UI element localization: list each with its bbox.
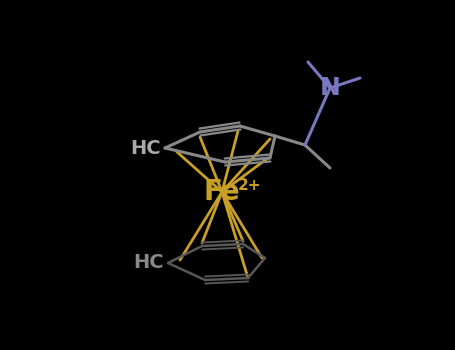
Text: HC: HC: [133, 253, 164, 273]
Text: Fe: Fe: [204, 178, 240, 206]
Text: 2+: 2+: [238, 177, 262, 192]
Text: HC: HC: [131, 139, 161, 158]
Text: N: N: [319, 76, 340, 100]
